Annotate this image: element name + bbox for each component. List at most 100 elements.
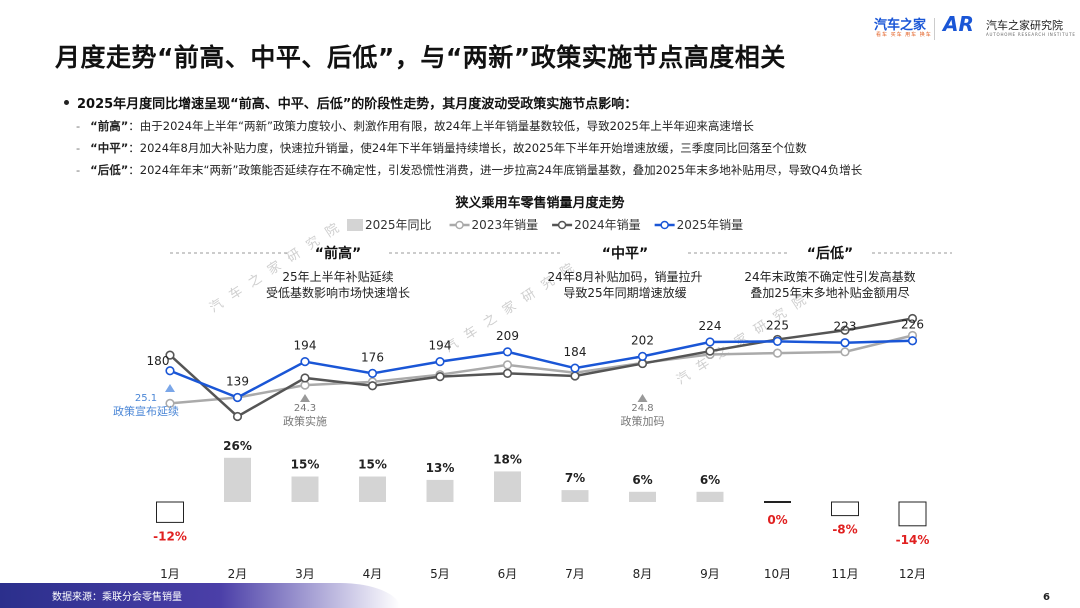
legend-label: 2025年同比 (365, 218, 432, 232)
x-tick-label: 8月 (633, 567, 653, 581)
legend-label: 2024年销量 (574, 218, 641, 232)
page-title: 月度走势“前高、中平、后低”，与“两新”政策实施节点高度相关 (55, 43, 786, 72)
annotation-value: 24.8 (631, 403, 653, 414)
bullet-sub-item: - “前高”：由于2024年上半年“两新”政策力度较小、刺激作用有限，故24年上半… (76, 119, 754, 133)
bar-label: -12% (153, 529, 187, 543)
bullet-dot-icon (64, 100, 69, 105)
bar (359, 476, 386, 502)
phase-title: “后低” (807, 245, 853, 262)
autohome-logo: 汽车之家 (874, 18, 927, 33)
data-label: 224 (699, 319, 722, 333)
x-tick-label: 3月 (295, 567, 315, 581)
legend-swatch-marker (455, 220, 464, 230)
bullet-sub-item: - “后低”：2024年年末“两新”政策能否延续存在不确定性，引发恐慌性消费，进一… (76, 163, 863, 177)
x-tick-label: 12月 (899, 567, 926, 581)
x-tick-label: 11月 (831, 567, 858, 581)
bar (561, 490, 589, 502)
data-label: 225 (766, 318, 789, 332)
bar-label: 6% (700, 473, 720, 487)
marker-triangle-icon (165, 384, 175, 392)
data-point (232, 411, 243, 422)
data-point (705, 337, 715, 347)
series-line (169, 334, 913, 405)
data-point (502, 347, 513, 357)
phase-desc: 叠加25年末多地补贴金额用尽 (750, 285, 909, 300)
data-point (367, 381, 378, 391)
phase-title: “前高” (315, 245, 361, 262)
x-tick-label: 2月 (228, 567, 248, 581)
institute-logo-subtitle: AUTOHOME RESEARCH INSTITUTE (986, 32, 1076, 37)
chart-title: 狭义乘用车零售销量月度走势 (455, 196, 625, 211)
x-tick-label: 4月 (363, 567, 383, 581)
phase-desc: 25年上半年补贴延续 (282, 270, 393, 284)
bar-label: 18% (493, 452, 522, 466)
annotation-text: 政策实施 (283, 414, 327, 428)
annotation-value: 25.1 (135, 393, 157, 404)
data-label: 194 (429, 339, 452, 353)
x-tick-label: 10月 (764, 567, 791, 581)
data-point (772, 348, 783, 358)
data-point (570, 363, 580, 373)
x-tick-label: 9月 (700, 567, 720, 581)
data-point (907, 336, 918, 346)
data-label: 202 (631, 333, 654, 347)
data-point (840, 338, 850, 348)
bar (426, 479, 454, 502)
data-point (165, 350, 175, 360)
marker-triangle-icon (637, 394, 648, 402)
series-line (169, 339, 913, 399)
data-point (232, 392, 243, 403)
data-point (840, 347, 850, 357)
data-point (300, 357, 310, 367)
data-label: 209 (496, 329, 519, 343)
data-point (300, 373, 310, 383)
phase-desc: 24年末政策不确定性引发高基数 (744, 269, 915, 284)
data-label: 139 (226, 375, 249, 389)
bar (629, 491, 656, 502)
data-label: 184 (564, 345, 587, 359)
data-point (502, 368, 513, 378)
bar (156, 501, 184, 523)
bullet-main: 2025年月度同比增速呈现“前高、中平、后低”的阶段性走势，其月度波动受政策实施… (64, 93, 1074, 112)
data-point (772, 336, 783, 346)
footer-band (0, 583, 400, 608)
institute-logo-mark: AR (943, 12, 974, 36)
data-point (435, 372, 445, 382)
page-number: 6 (1043, 592, 1050, 603)
bar-label: 7% (565, 471, 585, 485)
marker-triangle-icon (300, 394, 310, 402)
phase-desc: 导致25年同期增速放缓 (563, 285, 686, 300)
data-point (435, 357, 445, 367)
data-point (705, 346, 715, 356)
bullet-sub-item: - “中平”：2024年8月加大补贴力度，快速拉升销量，使24年下半年销量持续增长… (76, 141, 807, 155)
bar-label: 6% (632, 473, 652, 487)
bar (831, 501, 859, 517)
summary-bullets: 2025年月度同比增速呈现“前高、中平、后低”的阶段性走势，其月度波动受政策实施… (64, 93, 1074, 184)
data-source: 数据来源：乘联分会零售销量 (52, 592, 182, 603)
phase-desc: 受低基数影响市场快速增长 (266, 285, 410, 300)
legend-swatch-marker (660, 220, 669, 230)
data-point (840, 325, 850, 335)
data-label: 176 (361, 350, 384, 364)
bar-label: 13% (426, 461, 455, 475)
data-point (165, 366, 175, 376)
institute-logo-name: 汽车之家研究院 (986, 19, 1063, 32)
series-line (169, 317, 913, 419)
bar-label: 15% (358, 458, 387, 472)
legend-label: 2025年销量 (677, 218, 744, 232)
phase-title: “中平” (602, 245, 648, 262)
legend-swatch-marker (557, 220, 567, 230)
data-point (907, 313, 918, 324)
annotation-text: 政策加码 (621, 414, 665, 428)
data-point (165, 398, 175, 409)
data-point (570, 371, 580, 381)
x-tick-label: 1月 (160, 567, 180, 581)
data-point (502, 360, 513, 370)
data-point (637, 351, 648, 362)
bar (494, 471, 521, 502)
bar-label: -14% (896, 533, 930, 547)
x-tick-label: 5月 (430, 567, 450, 581)
data-label: 223 (834, 320, 857, 334)
autohome-logo-tagline: 看车 买车 用车 换车 (876, 32, 932, 38)
